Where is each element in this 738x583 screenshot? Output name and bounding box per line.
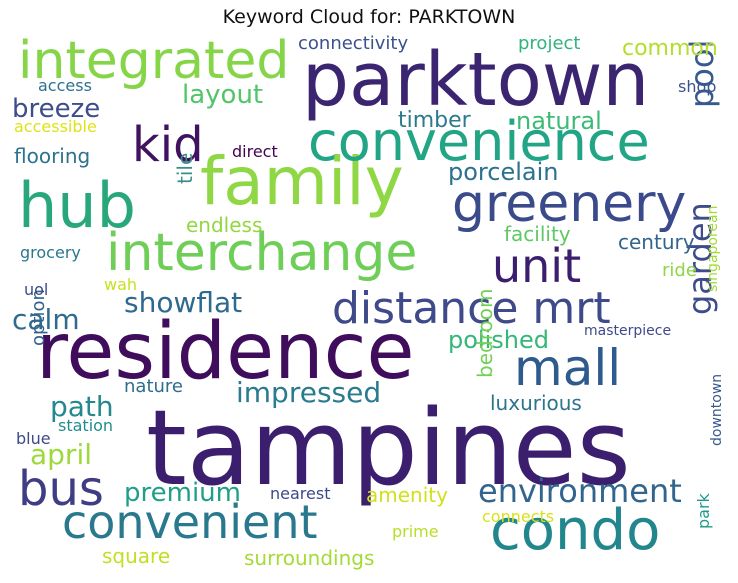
word-mall: mall — [514, 339, 621, 397]
word-grocery: grocery — [20, 243, 81, 262]
word-april: april — [30, 438, 92, 471]
word-option: option — [28, 289, 49, 346]
word-family: family — [200, 143, 404, 220]
word-downtown: downtown — [709, 374, 725, 446]
word-showflat: showflat — [124, 286, 242, 319]
word-calm: calm — [12, 303, 80, 336]
word-station: station — [58, 416, 113, 435]
word-square: square — [102, 544, 170, 568]
word-environment: environment — [478, 472, 682, 510]
word-polished: polished — [448, 326, 549, 354]
word-nearest: nearest — [270, 484, 330, 503]
word-layout: layout — [182, 80, 263, 110]
word-flooring: flooring — [14, 144, 90, 168]
word-endless: endless — [186, 213, 262, 237]
word-integrated: integrated — [18, 31, 289, 91]
word-garden: garden — [681, 202, 719, 315]
word-access: access — [38, 76, 92, 95]
word-impressed: impressed — [236, 376, 381, 409]
word-bus: bus — [18, 461, 104, 517]
word-porcelain: porcelain — [448, 158, 558, 186]
word-masterpiece: masterpiece — [584, 323, 671, 339]
word-connectivity: connectivity — [298, 33, 408, 54]
word-park: park — [694, 492, 713, 529]
word-breeze: breeze — [12, 94, 100, 124]
word-blue: blue — [16, 429, 51, 448]
word-singaporean: singaporean — [705, 206, 721, 293]
word-project: project — [518, 33, 580, 54]
word-convenience: convenience — [308, 110, 650, 173]
word-natural: natural — [516, 107, 602, 135]
word-condo: condo — [490, 498, 660, 563]
word-shop: shop — [678, 77, 716, 96]
word-distance-mrt: distance mrt — [332, 283, 611, 334]
word-hub: hub — [18, 169, 136, 242]
word-amenity: amenity — [366, 483, 448, 507]
word-wah: wah — [104, 275, 137, 294]
word-surroundings: surroundings — [244, 546, 374, 570]
word-uol: uol — [24, 280, 48, 299]
word-connects: connects — [482, 507, 554, 526]
word-kid: kid — [132, 117, 204, 173]
word-unit: unit — [492, 239, 581, 293]
word-bedroom: bedroom — [473, 289, 497, 378]
word-pool: pool — [683, 40, 721, 108]
word-parktown: parktown — [302, 37, 649, 123]
word-accessible: accessible — [14, 117, 97, 136]
word-common: common — [622, 36, 718, 61]
word-ride: ride — [662, 260, 697, 281]
word-nature: nature — [124, 376, 183, 397]
word-luxurious: luxurious — [490, 391, 582, 415]
word-convenient: convenient — [62, 495, 318, 549]
word-tile: tile — [173, 153, 197, 184]
word-path: path — [50, 390, 114, 423]
word-interchange: interchange — [106, 223, 417, 283]
word-century: century — [618, 230, 695, 254]
word-prime: prime — [392, 522, 439, 541]
word-facility: facility — [504, 222, 571, 246]
word-residence: residence — [36, 307, 414, 397]
word-greenery: greenery — [452, 174, 686, 234]
word-premium: premium — [124, 478, 241, 508]
chart-title: Keyword Cloud for: PARKTOWN — [222, 6, 516, 28]
word-direct: direct — [232, 142, 278, 161]
word-timber: timber — [398, 108, 472, 133]
word-tampines: tampines — [146, 387, 631, 509]
